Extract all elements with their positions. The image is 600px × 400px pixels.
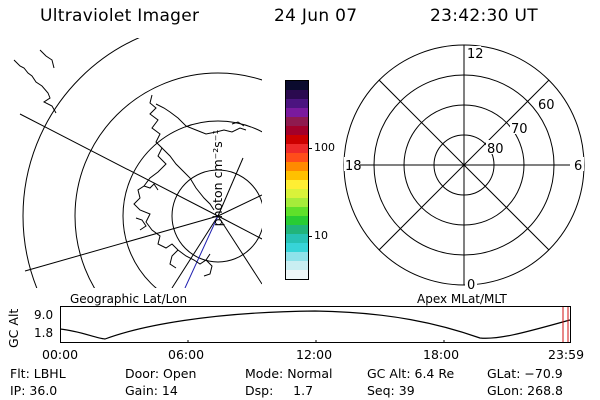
time-label: 23:42:30 UT (430, 6, 538, 26)
coastline (155, 103, 247, 135)
coastline (13, 59, 57, 114)
mlat-label-80: 80 (487, 142, 504, 157)
colorbar (285, 80, 309, 280)
instrument-title: Ultraviolet Imager (40, 6, 200, 26)
lat-circle (22, 38, 140, 288)
polar-plot: 12 60 70 80 18 6 0 (343, 44, 585, 293)
colorbar-band (286, 144, 308, 153)
info-gain: Gain: 14 (125, 383, 178, 398)
colorbar-unit-label: photon cm⁻²s⁻¹ (210, 129, 226, 227)
colorbar-band (286, 135, 308, 144)
colorbar-band (286, 180, 308, 189)
coastline (133, 94, 211, 265)
magnetic-meridian-line (184, 215, 219, 288)
meridian-line (171, 215, 219, 288)
mlat-label-60: 60 (538, 98, 555, 113)
meridian-line (217, 157, 244, 217)
info-seq: Seq: 39 (367, 383, 415, 398)
colorbar-tick (308, 236, 312, 237)
colorbar-band (286, 216, 308, 225)
colorbar-band (286, 261, 308, 270)
meridian-line (217, 215, 262, 240)
mlt-label-6: 6 (574, 159, 582, 174)
colorbar-band (286, 207, 308, 216)
colorbar-band (286, 189, 308, 198)
info-glon: GLon: 268.8 (487, 383, 563, 398)
time-tick-2359: 23:59 (548, 347, 585, 362)
colorbar-band (286, 162, 308, 171)
colorbar-band (286, 99, 308, 108)
coastline (169, 249, 179, 269)
geographic-label: Geographic Lat/Lon (70, 292, 188, 306)
colorbar-band (286, 198, 308, 207)
colorbar-band (286, 90, 308, 99)
time-tick-0000: 00:00 (42, 347, 79, 362)
altitude-ylabel: GC Alt (6, 308, 21, 348)
colorbar-band (286, 81, 308, 90)
colorbar-tick-label-10: 10 (314, 229, 328, 242)
colorbar-band (286, 108, 308, 117)
colorbar-tick (308, 148, 312, 149)
colorbar-band (286, 117, 308, 126)
colorbar-band (286, 243, 308, 252)
mlt-label-0: 0 (467, 278, 475, 293)
date-label: 24 Jun 07 (274, 6, 358, 26)
meridian-line (24, 215, 219, 272)
info-door: Door: Open (125, 366, 197, 381)
polar-diagonal (378, 79, 550, 251)
info-dsp: Dsp: 1.7 (245, 383, 314, 398)
altitude-curve (60, 310, 571, 340)
coastline (39, 49, 55, 69)
coastline (143, 183, 159, 191)
mlt-label-12: 12 (467, 47, 484, 62)
meridian-line (217, 194, 262, 217)
geographic-map (13, 38, 262, 288)
colorbar-tick-label-100: 100 (314, 141, 335, 154)
mlt-label-18: 18 (345, 159, 362, 174)
lat-circle (122, 120, 262, 288)
info-glat: GLat: −70.9 (487, 366, 563, 381)
coastline (203, 259, 213, 277)
time-tick-1200: 12:00 (296, 347, 333, 362)
info-ip: IP: 36.0 (10, 383, 58, 398)
mlat-label-70: 70 (511, 122, 528, 137)
coastline (135, 217, 147, 231)
time-tick-0600: 06:00 (168, 347, 205, 362)
altitude-plot (60, 306, 571, 343)
colorbar-band (286, 225, 308, 234)
colorbar-band (286, 270, 308, 279)
colorbar-band (286, 171, 308, 180)
meridian-line (19, 113, 219, 217)
colorbar-band (286, 126, 308, 135)
colorbar-band (286, 153, 308, 162)
coastline (231, 121, 245, 127)
info-gc-alt: GC Alt: 6.4 Re (367, 366, 455, 381)
lat-circle (74, 72, 262, 288)
apex-label: Apex MLat/MLT (417, 292, 507, 306)
lat-circle (171, 169, 262, 263)
coastline (161, 147, 215, 211)
altitude-ytick-top: 9.0 (34, 308, 54, 322)
info-filter: Flt: LBHL (10, 366, 66, 381)
time-tick-1800: 18:00 (423, 347, 460, 362)
info-mode: Mode: Normal (245, 366, 333, 381)
altitude-ytick-bottom: 1.8 (34, 326, 54, 340)
colorbar-band (286, 252, 308, 261)
meridian-line (217, 215, 262, 285)
colorbar-band (286, 234, 308, 243)
